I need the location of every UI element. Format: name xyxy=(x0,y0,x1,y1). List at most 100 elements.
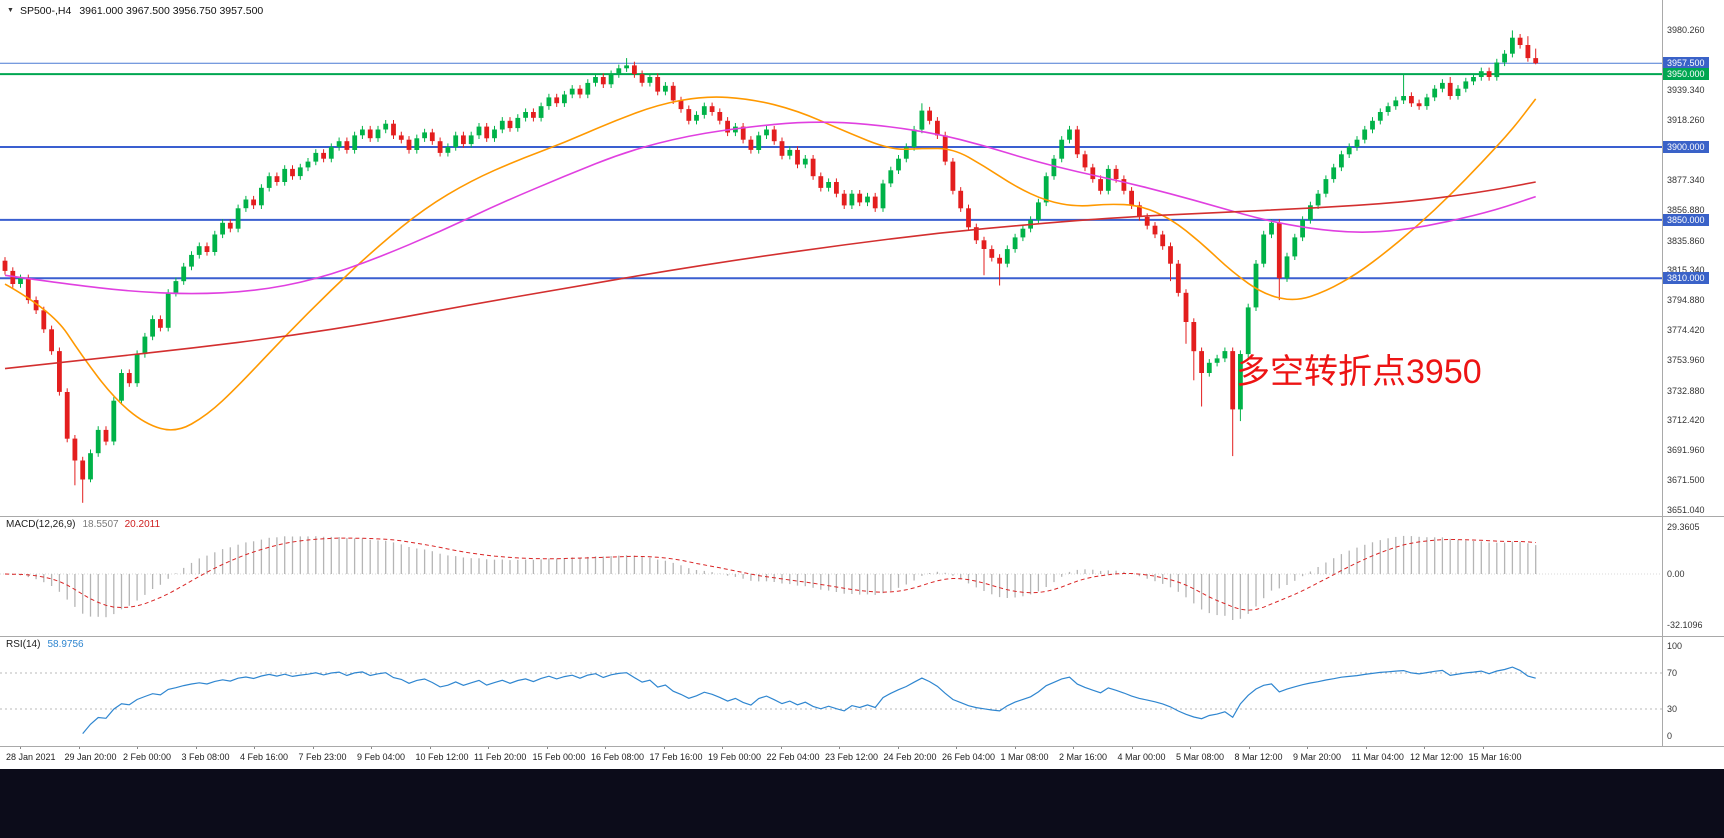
candlestick-chart xyxy=(0,30,1662,503)
macd-value-main: 18.5507 xyxy=(82,519,119,530)
price-chart-panel[interactable]: ▼ SP500-,H4 3961.000 3967.500 3956.750 395… xyxy=(0,0,1662,516)
time-axis-label: 8 Mar 12:00 xyxy=(1234,752,1283,762)
price-axis-label: 3918.260 xyxy=(1667,115,1705,125)
macd-axis-label: 29.3605 xyxy=(1667,522,1700,532)
time-axis-tick xyxy=(195,746,197,749)
time-axis-tick xyxy=(1131,746,1133,749)
time-axis-label: 15 Feb 00:00 xyxy=(532,752,586,762)
ohlc-values: 3961.000 3967.500 3956.750 3957.500 xyxy=(79,5,264,17)
macd-panel[interactable]: MACD(12,26,9) 18.5507 20.2011 xyxy=(0,516,1662,636)
price-axis-label: 3691.960 xyxy=(1667,445,1705,455)
ma-line-fast xyxy=(4,96,1537,431)
time-axis[interactable]: 28 Jan 2021 29 Jan 20:00 2 Feb 00:00 3 Feb … xyxy=(0,746,1724,769)
rsi-label: RSI(14) 58.9756 xyxy=(6,639,84,650)
dropdown-arrow-icon[interactable]: ▼ xyxy=(7,7,14,14)
price-axis-label: 3856.880 xyxy=(1667,205,1705,215)
time-axis-label: 11 Mar 04:00 xyxy=(1351,752,1404,762)
time-axis-label: 9 Feb 04:00 xyxy=(357,752,406,762)
time-axis-label: 15 Mar 16:00 xyxy=(1468,752,1522,762)
price-level-badge: 3950.000 xyxy=(1663,68,1709,80)
rsi-line xyxy=(82,666,1536,734)
macd-axis-label: 0.00 xyxy=(1667,569,1685,579)
time-axis-label: 7 Feb 23:00 xyxy=(298,752,347,762)
time-axis-tick xyxy=(1248,746,1250,749)
time-axis-label: 5 Mar 08:00 xyxy=(1176,752,1225,762)
rsi-axis-label: 70 xyxy=(1667,668,1678,678)
time-axis-tick xyxy=(1365,746,1367,749)
time-axis-tick xyxy=(1307,746,1308,749)
price-axis-label: 3939.340 xyxy=(1667,85,1705,95)
ma-line-slow xyxy=(4,181,1536,370)
rsi-axis-label: 100 xyxy=(1667,641,1683,651)
rsi-axis-label: 0 xyxy=(1667,731,1673,741)
price-axis-label: 3712.420 xyxy=(1667,415,1705,425)
time-axis-tick xyxy=(254,746,255,749)
price-axis-label: 3753.960 xyxy=(1667,355,1705,365)
symbol-info: ▼ SP500-,H4 3961.000 3967.500 3956.750 395… xyxy=(7,5,263,17)
rsi-name: RSI(14) xyxy=(6,639,41,650)
time-axis-tick xyxy=(897,746,899,749)
macd-name: MACD(12,26,9) xyxy=(6,519,76,530)
macd-value-signal: 20.2011 xyxy=(124,519,161,530)
macd-chart xyxy=(0,535,1662,620)
price-axis[interactable]: 3980.260 3939.340 3918.260 3877.340 3856.880… xyxy=(1663,0,1724,746)
time-axis-tick xyxy=(663,746,665,749)
time-axis-label: 2 Mar 16:00 xyxy=(1059,752,1108,762)
macd-signal-line xyxy=(4,537,1536,611)
rsi-value: 58.9756 xyxy=(47,639,84,650)
bottom-bar xyxy=(0,769,1724,838)
price-axis-label: 3835.860 xyxy=(1667,236,1705,246)
rsi-chart xyxy=(0,666,1662,734)
time-axis-tick xyxy=(137,746,138,749)
time-axis-label: 22 Feb 04:00 xyxy=(766,752,820,762)
axis-separator xyxy=(1662,0,1663,746)
time-axis-tick xyxy=(20,746,21,749)
price-axis-label: 3794.880 xyxy=(1667,295,1705,305)
price-axis-label: 3651.040 xyxy=(1667,505,1705,515)
candles xyxy=(2,30,1539,503)
time-axis-label: 19 Feb 00:00 xyxy=(708,752,762,762)
time-axis-label: 29 Jan 20:00 xyxy=(64,752,117,762)
time-axis-label: 26 Feb 04:00 xyxy=(942,752,996,762)
time-axis-label: 11 Feb 20:00 xyxy=(474,752,527,762)
time-axis-tick xyxy=(312,746,314,749)
time-axis-tick xyxy=(1190,746,1191,749)
macd-label: MACD(12,26,9) 18.5507 20.2011 xyxy=(6,519,160,530)
panel-separator xyxy=(0,746,1724,747)
price-axis-label: 3815.340 xyxy=(1667,265,1705,275)
price-axis-label: 3980.260 xyxy=(1667,25,1705,35)
time-axis-label: 28 Jan 2021 xyxy=(6,752,56,762)
time-axis-tick xyxy=(956,746,957,749)
time-axis-tick xyxy=(78,746,80,749)
time-axis-label: 23 Feb 12:00 xyxy=(825,752,879,762)
panel-separator xyxy=(0,516,1724,517)
panel-separator xyxy=(0,636,1724,637)
time-axis-tick xyxy=(722,746,723,749)
price-axis-label: 3671.500 xyxy=(1667,475,1705,485)
ma-line-mid xyxy=(4,121,1536,295)
price-level-badge: 3810.000 xyxy=(1663,272,1709,284)
rsi-axis-label: 30 xyxy=(1667,704,1678,714)
price-axis-label: 3732.880 xyxy=(1667,386,1705,396)
time-axis-tick xyxy=(780,746,782,749)
time-axis-label: 1 Mar 08:00 xyxy=(1000,752,1049,762)
price-axis-label: 3877.340 xyxy=(1667,175,1705,185)
annotation-text: 多空转折点3950 xyxy=(1236,353,1482,391)
symbol-period-label: SP500-,H4 xyxy=(19,5,72,17)
time-axis-label: 3 Feb 08:00 xyxy=(181,752,230,762)
macd-axis-label: -32.1096 xyxy=(1667,620,1703,630)
time-axis-tick xyxy=(488,746,489,749)
time-axis-label: 12 Mar 12:00 xyxy=(1410,752,1464,762)
time-axis-label: 4 Mar 00:00 xyxy=(1117,752,1166,762)
time-axis-label: 16 Feb 08:00 xyxy=(591,752,645,762)
time-axis-label: 4 Feb 16:00 xyxy=(240,752,289,762)
time-axis-tick xyxy=(1073,746,1074,749)
price-level-badge: 3900.000 xyxy=(1663,141,1709,153)
time-axis-tick xyxy=(1424,746,1425,749)
price-axis-label: 3774.420 xyxy=(1667,325,1705,335)
time-axis-tick xyxy=(839,746,840,749)
time-axis-tick xyxy=(1482,746,1484,749)
rsi-panel[interactable]: RSI(14) 58.9756 xyxy=(0,636,1662,746)
time-axis-tick xyxy=(371,746,372,749)
